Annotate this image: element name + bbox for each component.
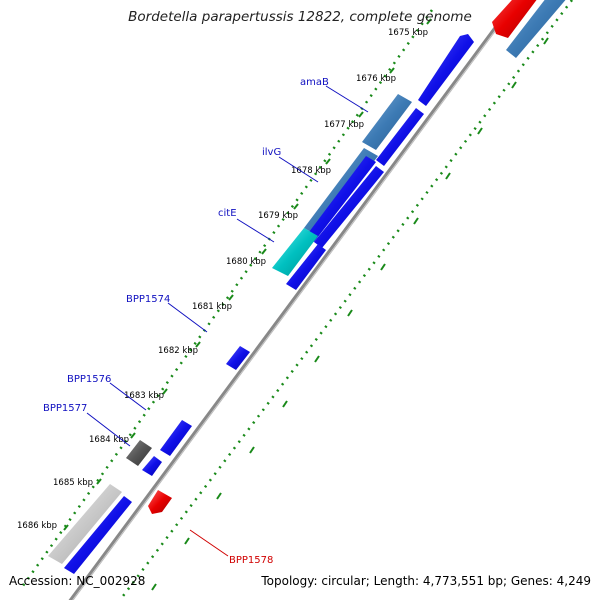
gene-bpp1577[interactable]	[142, 456, 162, 476]
kbp-tick-labels: 1675 kbp 1676 kbp 1677 kbp 1678 kbp 1679…	[17, 28, 428, 531]
gene-label-ilvg[interactable]: ilvG	[262, 147, 281, 158]
gene-label-amab[interactable]: amaB	[300, 77, 329, 88]
topology-text: Topology: circular; Length: 4,773,551 bp…	[261, 574, 591, 588]
gene-label-bpp1577[interactable]: BPP1577	[43, 403, 87, 414]
forward-strand-genes	[48, 34, 474, 574]
gene-reverse-top-red[interactable]	[492, 0, 544, 38]
gene-lightgray[interactable]	[48, 484, 122, 564]
tick-label-1679: 1679 kbp	[258, 211, 298, 221]
gene-label-bpp1576[interactable]: BPP1576	[67, 374, 111, 385]
gene-amab[interactable]	[362, 94, 412, 150]
gene-forward-bottom[interactable]	[64, 496, 132, 574]
major-ticks-left	[63, 18, 432, 531]
major-ticks-right	[151, 37, 549, 591]
tick-label-1684: 1684 kbp	[89, 435, 129, 445]
reverse-strand-genes	[148, 0, 574, 514]
tick-label-1681: 1681 kbp	[192, 302, 232, 312]
gene-bpp1576[interactable]	[160, 420, 192, 456]
tick-label-1676: 1676 kbp	[356, 74, 396, 84]
kbp-dotted-track-left	[18, 9, 434, 591]
tick-label-1682: 1682 kbp	[158, 346, 198, 356]
tick-label-1677: 1677 kbp	[324, 120, 364, 130]
kbp-dotted-track-right	[119, 0, 573, 600]
gene-cite[interactable]	[272, 228, 318, 276]
label-callouts	[86, 85, 369, 557]
gene-label-bpp1574[interactable]: BPP1574	[126, 294, 170, 305]
tick-label-1678: 1678 kbp	[291, 166, 331, 176]
gene-bpp1578[interactable]	[148, 490, 172, 514]
gene-forward-3[interactable]	[314, 166, 384, 248]
gene-label-bpp1578[interactable]: BPP1578	[229, 555, 273, 566]
tick-label-1683: 1683 kbp	[124, 391, 164, 401]
genome-backbone-shadow	[72, 0, 519, 600]
gene-bpp1577-gray[interactable]	[126, 440, 152, 466]
tick-label-1680: 1680 kbp	[226, 257, 266, 267]
gene-labels: amaB ilvG citE BPP1574 BPP1576 BPP1577 B…	[43, 77, 329, 566]
accession-text: Accession: NC_002928	[9, 574, 146, 588]
tick-label-1685: 1685 kbp	[53, 478, 93, 488]
tick-label-1686: 1686 kbp	[17, 521, 57, 531]
gene-bpp1574[interactable]	[226, 346, 250, 370]
genome-backbone	[68, 0, 518, 600]
gene-forward-ilvg-below[interactable]	[306, 156, 376, 242]
gene-forward-top[interactable]	[418, 34, 474, 106]
gene-forward-4[interactable]	[286, 244, 326, 290]
gene-forward-2[interactable]	[376, 108, 424, 166]
gene-label-cite[interactable]: citE	[218, 208, 237, 219]
tick-label-1675: 1675 kbp	[388, 28, 428, 38]
gene-reverse-top-steelblue[interactable]	[506, 0, 574, 58]
genome-title: Bordetella parapertussis 12822, complete…	[128, 9, 472, 25]
